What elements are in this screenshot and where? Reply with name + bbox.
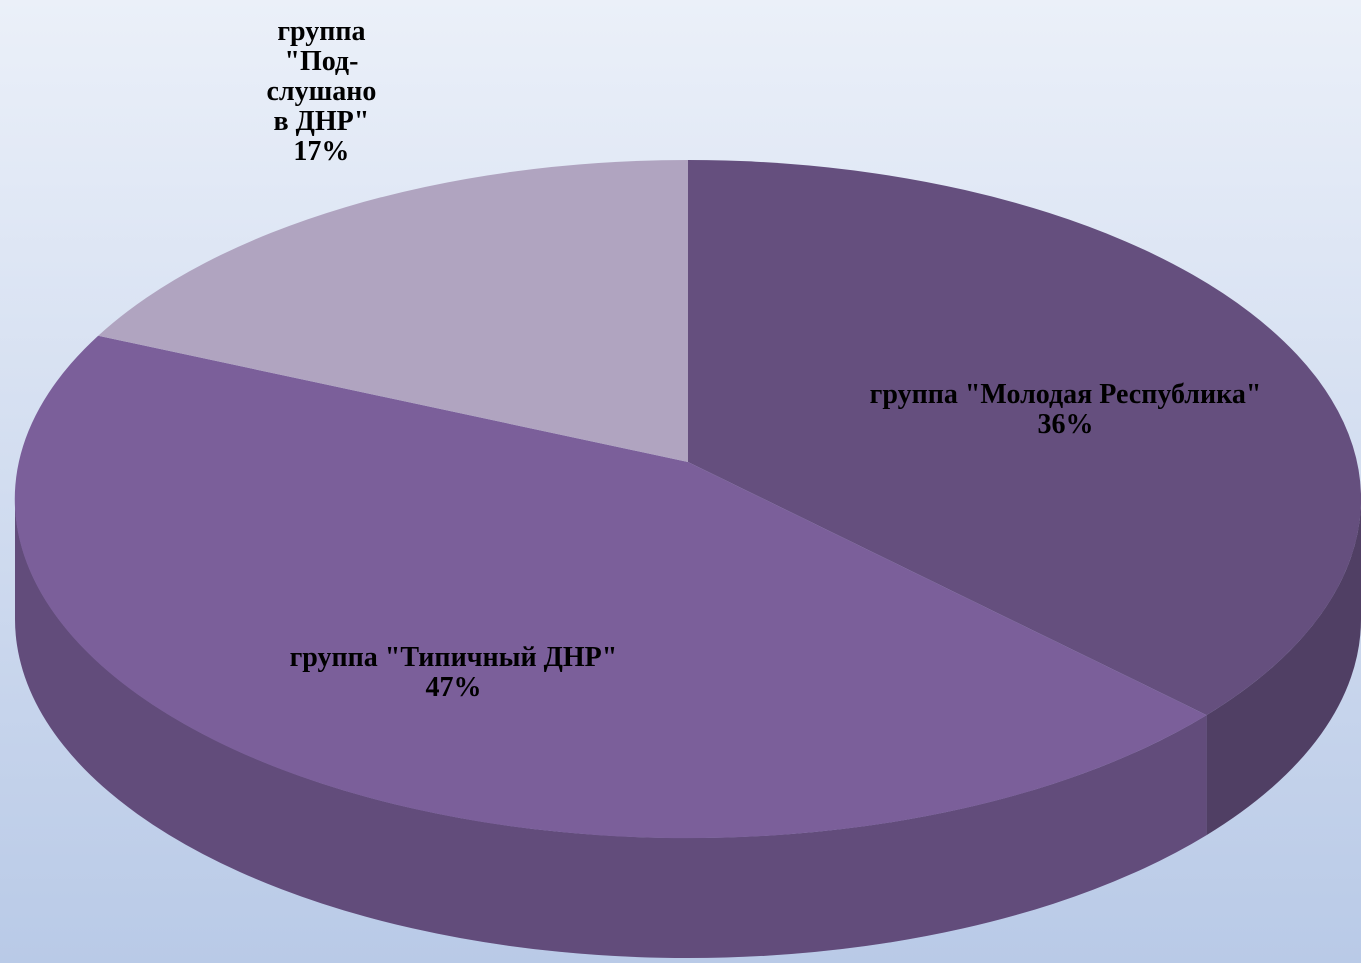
slice-side-shade bbox=[14, 499, 1207, 959]
label-name: группа "Молодая Республика" bbox=[869, 378, 1262, 410]
slice-side bbox=[14, 499, 1207, 959]
data-label: группа "Молодая Республика" 36% bbox=[806, 378, 1326, 440]
slice-side-shade bbox=[1206, 499, 1361, 836]
slice bbox=[688, 160, 1361, 716]
label-name: группа "Под-слушано в ДНР" bbox=[266, 15, 377, 137]
label-name: группа "Типичный ДНР" bbox=[289, 641, 618, 673]
data-label: группа "Типичный ДНР" 47% bbox=[193, 641, 713, 703]
data-label: группа "Под-слушано в ДНР" 17% bbox=[261, 15, 381, 167]
slice bbox=[14, 335, 1207, 839]
label-value: 36% bbox=[1037, 408, 1094, 440]
slice bbox=[98, 160, 688, 462]
label-value: 17% bbox=[293, 135, 350, 167]
label-value: 47% bbox=[425, 671, 482, 703]
slice-side bbox=[1206, 499, 1361, 836]
